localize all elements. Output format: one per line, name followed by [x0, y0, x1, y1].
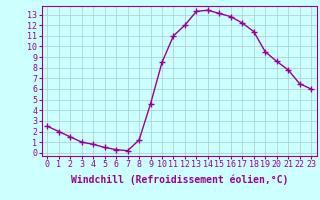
X-axis label: Windchill (Refroidissement éolien,°C): Windchill (Refroidissement éolien,°C)	[70, 175, 288, 185]
